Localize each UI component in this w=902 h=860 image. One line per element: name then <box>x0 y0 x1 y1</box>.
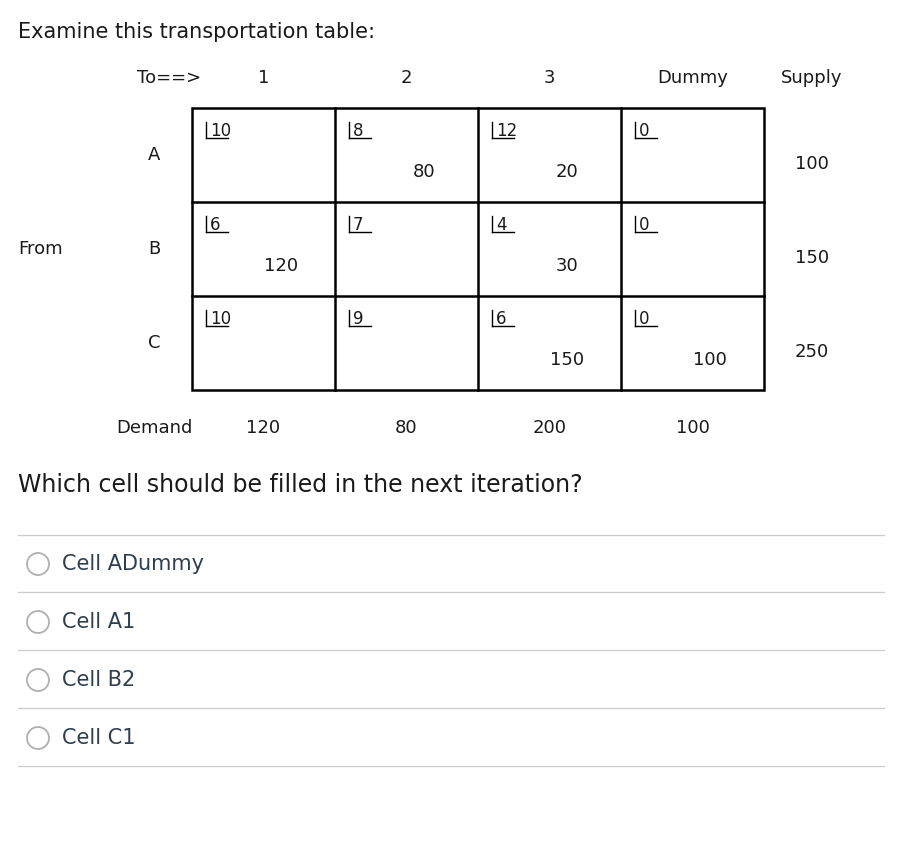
Text: 120: 120 <box>246 419 281 437</box>
Text: 2: 2 <box>400 69 412 87</box>
Text: 4: 4 <box>496 216 507 234</box>
Text: 100: 100 <box>676 419 710 437</box>
Text: From: From <box>18 240 62 258</box>
Text: 120: 120 <box>263 257 298 275</box>
Text: 12: 12 <box>496 122 517 140</box>
Text: 3: 3 <box>544 69 556 87</box>
Text: Cell C1: Cell C1 <box>62 728 135 748</box>
Text: 1: 1 <box>258 69 269 87</box>
Text: B: B <box>148 240 161 258</box>
Text: Cell ADummy: Cell ADummy <box>62 554 204 574</box>
Text: 150: 150 <box>549 351 584 369</box>
Text: 0: 0 <box>639 310 649 328</box>
Text: 150: 150 <box>795 249 829 267</box>
Text: 100: 100 <box>693 351 727 369</box>
Text: 100: 100 <box>795 156 829 174</box>
Bar <box>192 108 764 390</box>
Text: Examine this transportation table:: Examine this transportation table: <box>18 22 375 42</box>
Text: 8: 8 <box>353 122 364 140</box>
Text: Supply: Supply <box>781 69 842 87</box>
Text: 200: 200 <box>532 419 566 437</box>
Text: 20: 20 <box>556 163 578 181</box>
Text: 10: 10 <box>210 310 231 328</box>
Text: Dummy: Dummy <box>657 69 728 87</box>
Text: 0: 0 <box>639 216 649 234</box>
Text: 250: 250 <box>795 343 829 361</box>
Text: Demand: Demand <box>115 419 192 437</box>
Text: 6: 6 <box>496 310 507 328</box>
Text: A: A <box>148 146 161 164</box>
Text: 80: 80 <box>412 163 435 181</box>
Text: Which cell should be filled in the next iteration?: Which cell should be filled in the next … <box>18 473 583 497</box>
Text: 9: 9 <box>353 310 364 328</box>
Text: 0: 0 <box>639 122 649 140</box>
Text: Cell A1: Cell A1 <box>62 612 135 632</box>
Text: 6: 6 <box>210 216 220 234</box>
Text: 10: 10 <box>210 122 231 140</box>
Text: 30: 30 <box>556 257 578 275</box>
Text: 7: 7 <box>353 216 364 234</box>
Text: Cell B2: Cell B2 <box>62 670 135 690</box>
Text: 80: 80 <box>395 419 418 437</box>
Text: C: C <box>148 334 161 352</box>
Text: To==>: To==> <box>137 69 201 87</box>
